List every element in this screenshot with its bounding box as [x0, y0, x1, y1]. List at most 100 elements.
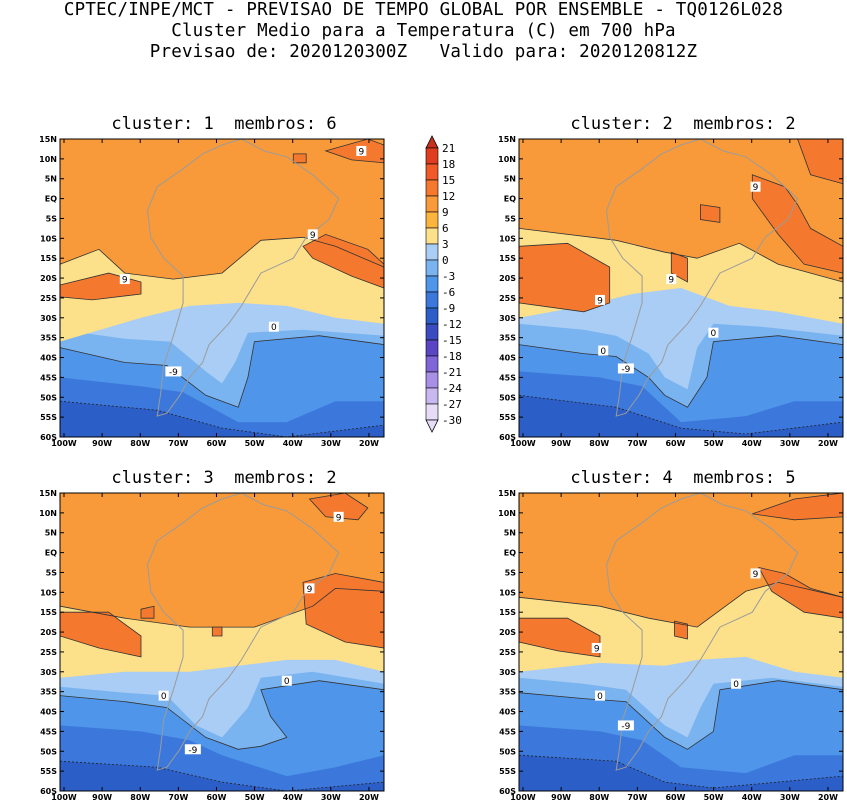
contour-label: -9: [169, 368, 178, 378]
contour-label-box: [307, 229, 318, 240]
lat-tick-label: 20S: [40, 274, 57, 283]
warm-cell-5: [211, 626, 223, 637]
contour-label-box: [595, 294, 605, 305]
contour-label-box: [750, 568, 761, 579]
lat-tick-label: EQ: [504, 549, 516, 558]
lon-tick-label: 100W: [510, 439, 536, 448]
warm-cell-4: [700, 204, 721, 223]
lat-tick-label: 30S: [40, 314, 57, 323]
colorbar-bottom-arrow: [425, 419, 439, 433]
colorbar-label: 12: [442, 190, 455, 203]
lat-tick-label: 55S: [499, 413, 516, 422]
lat-tick-label: 55S: [499, 767, 516, 776]
contour-label: 0: [733, 680, 739, 690]
lon-tick-label: 50W: [245, 439, 265, 448]
lon-tick-label: 20W: [818, 439, 838, 448]
contour-label: -9: [188, 746, 197, 756]
contour-line-0: [59, 236, 385, 280]
contour-label-box: [595, 690, 605, 701]
figure-header: CPTEC/INPE/MCT - PREVISAO DE TEMPO GLOBA…: [0, 0, 847, 63]
lon-tick-label: 20W: [359, 793, 379, 802]
colorbar-segment: [425, 355, 439, 373]
contour-label: 9: [307, 585, 313, 595]
lat-tick-label: 30S: [499, 668, 516, 677]
lon-tick-label: 80W: [589, 793, 609, 802]
contour-label: 9: [753, 570, 759, 580]
colorbar-label: 3: [442, 238, 449, 251]
lon-tick-label: 100W: [510, 793, 536, 802]
lat-tick-label: EQ: [45, 195, 57, 204]
panel-3-title: cluster: 3 membros: 2: [111, 468, 337, 488]
lon-tick-label: 90W: [551, 439, 571, 448]
contour-label: 0: [161, 692, 167, 702]
lat-tick-label: 15S: [40, 608, 57, 617]
continent-outline: [605, 492, 799, 771]
contour-line-0: [59, 587, 385, 628]
contour-label-box: [617, 363, 634, 374]
lat-tick-label: 5N: [504, 175, 516, 184]
lat-tick-label: 10S: [499, 588, 516, 597]
contour-label-box: [708, 327, 719, 338]
panel-frame: [59, 492, 385, 792]
lat-tick-label: 10N: [498, 155, 516, 164]
colorbar-label: 18: [442, 158, 455, 171]
contour-label-box: [165, 366, 182, 377]
colorbar-label: 9: [442, 206, 449, 219]
lat-tick-label: 25S: [499, 294, 516, 303]
lon-tick-label: 90W: [92, 793, 112, 802]
lat-tick-label: 60S: [499, 787, 516, 796]
lat-tick-label: 5N: [45, 175, 57, 184]
colorbar-top-arrow: [425, 135, 439, 149]
colorbar-label: -27: [442, 398, 462, 411]
map-panel-3: 9 9 0 0 -9 15N 10N 5N EQ 5S 10S 15S 20S 25S 30S 35S 40S 4…: [39, 489, 385, 802]
lon-tick-label: 80W: [130, 439, 150, 448]
lat-tick-label: 20S: [499, 274, 516, 283]
header-line-1: CPTEC/INPE/MCT - PREVISAO DE TEMPO GLOBA…: [63, 0, 784, 20]
colorbar-label: -30: [442, 414, 462, 427]
lon-tick-label: 30W: [321, 793, 341, 802]
lon-tick-label: 70W: [627, 439, 647, 448]
lat-tick-label: EQ: [504, 195, 516, 204]
colorbar-segment: [425, 307, 439, 325]
map-panel-1: 9 9 9 0 -9 15N 10N 5N EQ 5S 10S 15S 20S 25S 30S 35S 40S 4…: [39, 135, 385, 448]
lat-tick-label: EQ: [45, 549, 57, 558]
contour-label: 9: [358, 147, 364, 157]
field-9: [60, 139, 384, 280]
lon-tick-label: 70W: [627, 793, 647, 802]
lat-tick-label: 10S: [40, 234, 57, 243]
colorbar-segment: [425, 291, 439, 309]
lat-tick-label: 5S: [505, 214, 517, 223]
colorbar-label: -15: [442, 334, 462, 347]
field-9: [519, 493, 843, 628]
lat-tick-label: 15N: [39, 135, 57, 144]
lat-tick-label: 20S: [499, 628, 516, 637]
lon-tick-label: 80W: [130, 793, 150, 802]
contour-label-box: [119, 274, 130, 285]
contour-label-box: [591, 642, 602, 653]
colorbar-label: 15: [442, 174, 455, 187]
colorbar-label: -9: [442, 302, 455, 315]
lat-tick-label: 60S: [40, 787, 57, 796]
lat-tick-label: 45S: [499, 373, 516, 382]
contour-label-box: [731, 678, 742, 689]
contour-line-0: [518, 228, 844, 283]
lat-tick-label: 50S: [499, 747, 516, 756]
contour-label: 0: [271, 323, 277, 333]
lat-tick-label: 10N: [39, 155, 57, 164]
lon-tick-label: 30W: [321, 439, 341, 448]
lat-tick-label: 50S: [40, 747, 57, 756]
contour-label: 0: [284, 677, 290, 687]
lon-tick-label: 70W: [168, 793, 188, 802]
contour-label-box: [304, 583, 315, 594]
contour-label: -9: [621, 365, 630, 375]
colorbar-label: -18: [442, 350, 462, 363]
lat-tick-label: 55S: [40, 767, 57, 776]
panel-frame: [518, 492, 844, 792]
lat-tick-label: 5N: [504, 529, 516, 538]
lat-tick-label: 5S: [46, 214, 58, 223]
lat-tick-label: 40S: [40, 708, 57, 717]
lat-tick-label: 15S: [499, 608, 516, 617]
contour-line-dashed: [518, 394, 844, 435]
contour-label: 9: [668, 276, 674, 286]
